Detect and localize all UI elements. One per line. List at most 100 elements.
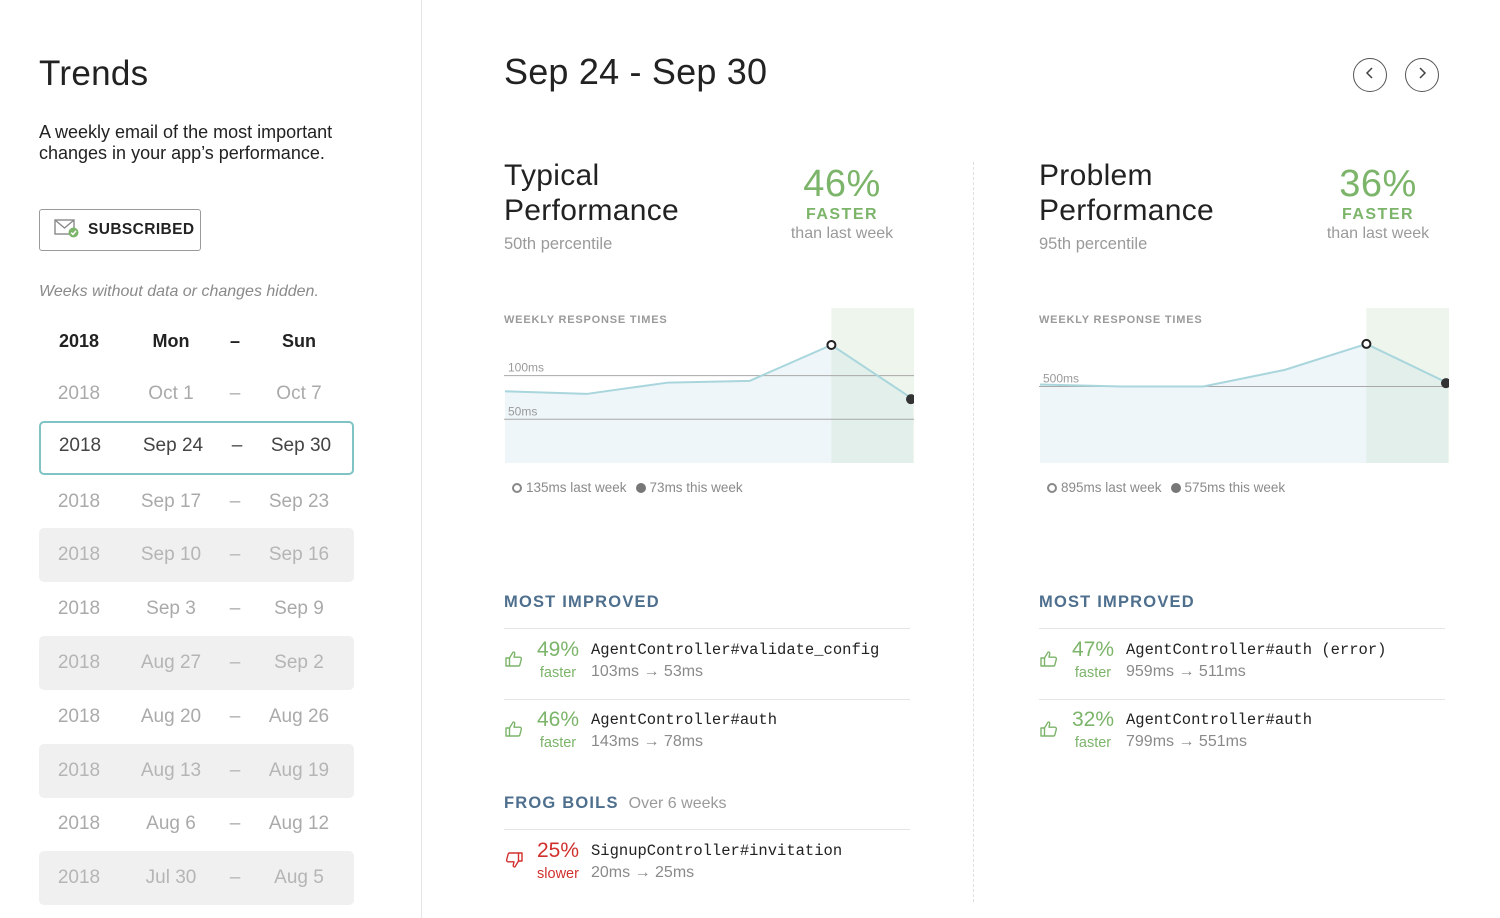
chart-gridline-label: 500ms <box>1043 372 1079 386</box>
endpoint-times: 799ms → 551ms <box>1126 733 1247 750</box>
week-dash: – <box>229 383 241 404</box>
problem-stat: 36% FASTER than last week <box>1310 162 1446 243</box>
week-end: Sep 30 <box>270 434 332 456</box>
week-end: Aug 26 <box>268 705 330 727</box>
problem-direction: FASTER <box>1341 206 1415 223</box>
week-start: Aug 13 <box>140 759 202 781</box>
typical-stat: 46% FASTER than last week <box>774 162 910 243</box>
problem-response-chart: 500ms <box>1039 308 1449 463</box>
week-dash: – <box>229 652 241 673</box>
last-week-marker-icon <box>1047 482 1057 493</box>
typical-direction: FASTER <box>805 206 879 223</box>
item-percent: 47% <box>1071 638 1115 661</box>
week-dash: – <box>229 598 241 620</box>
typical-legend: 135ms last week 73ms this week <box>512 480 743 495</box>
sidebar: Trends A weekly email of the most import… <box>0 0 422 918</box>
header-mon: Mon <box>152 330 190 351</box>
problem-legend: 895ms last week 575ms this week <box>1047 480 1285 495</box>
week-dash: – <box>229 490 241 512</box>
page-title: Sep 24 - Sep 30 <box>504 51 768 92</box>
week-row[interactable]: 2018 Aug 27 – Sep 2 <box>39 636 354 690</box>
item-percent: 49% <box>536 638 580 661</box>
week-row[interactable]: 2018 Sep 17 – Sep 23 <box>39 475 354 529</box>
divider <box>504 829 910 830</box>
week-end: Aug 19 <box>268 759 330 781</box>
typical-than: than last week <box>790 225 894 242</box>
next-week-button[interactable] <box>1405 58 1439 92</box>
thumbs-up-icon <box>1039 719 1059 739</box>
sidebar-title: Trends <box>39 54 149 93</box>
week-row[interactable]: 2018 Aug 20 – Aug 26 <box>39 690 354 744</box>
week-row[interactable]: 2018 Sep 3 – Sep 9 <box>39 582 354 636</box>
endpoint-name: AgentController#auth <box>1126 711 1313 729</box>
last-week-marker-icon <box>512 482 522 493</box>
frog-boil-item[interactable]: 25% slower SignupController#invitation 20ms… <box>504 830 910 900</box>
frog-boils-subtitle: Over 6 weeks <box>628 795 727 812</box>
week-start: Aug 6 <box>146 813 196 835</box>
week-dash: – <box>231 434 243 456</box>
problem-legend-last: 895ms last week <box>1061 480 1162 495</box>
endpoint-times: 20ms → 25ms <box>591 864 695 881</box>
typical-response-chart: 100ms 50ms <box>504 308 914 463</box>
week-year: 2018 <box>57 652 101 673</box>
subscribed-label: SUBSCRIBED <box>88 221 195 238</box>
week-year: 2018 <box>57 490 101 512</box>
header-sun: Sun <box>282 330 316 351</box>
week-start: Jul 30 <box>145 867 197 889</box>
header-dash: – <box>229 330 240 351</box>
chart-gridline-label: 50ms <box>508 404 537 418</box>
week-year: 2018 <box>57 867 101 889</box>
typical-pct: 46% <box>803 163 881 205</box>
week-end: Aug 12 <box>268 813 330 835</box>
week-end: Sep 23 <box>268 490 330 512</box>
improved-item[interactable]: 46% faster AgentController#auth 143ms → 78m… <box>504 699 910 769</box>
week-row[interactable]: 2018 Sep 24 – Sep 30 <box>39 420 354 475</box>
chart-point-last-week <box>1361 338 1372 349</box>
week-start: Sep 24 <box>142 434 204 456</box>
chart-gridline-label: 100ms <box>508 361 544 375</box>
week-row[interactable]: 2018 Oct 1 – Oct 7 <box>39 367 354 421</box>
chart-series-line <box>1039 342 1449 388</box>
typical-title-line2: Performance <box>504 194 680 227</box>
divider <box>1039 699 1445 700</box>
item-direction: faster <box>1074 665 1112 681</box>
typical-legend-this: 73ms this week <box>649 480 743 495</box>
week-start: Sep 3 <box>146 598 196 620</box>
this-week-marker-icon <box>635 482 646 493</box>
this-week-marker-icon <box>1170 482 1181 493</box>
week-table-header: 2018 Mon – Sun <box>39 324 354 358</box>
chart-series-line <box>504 343 914 401</box>
item-percent: 25% <box>536 839 580 862</box>
improved-item[interactable]: 32% faster AgentController#auth 799ms → 551… <box>1039 699 1445 769</box>
chart-area-fill <box>505 344 913 463</box>
problem-title-line1: Problem <box>1039 159 1153 192</box>
previous-week-button[interactable] <box>1353 58 1387 92</box>
week-row[interactable]: 2018 Sep 10 – Sep 16 <box>39 528 354 583</box>
week-year: 2018 <box>57 598 101 620</box>
panel-divider <box>973 162 974 902</box>
mail-check-icon <box>54 218 80 243</box>
week-dash: – <box>229 705 241 727</box>
item-direction: faster <box>539 665 577 681</box>
week-start: Sep 17 <box>140 490 202 512</box>
item-direction: slower <box>537 866 579 882</box>
frog-boils-title: FROG BOILS <box>504 794 619 812</box>
header-year: 2018 <box>58 330 100 351</box>
thumbs-up-icon <box>504 649 524 669</box>
problem-title: Problem Performance <box>1039 158 1214 228</box>
improved-item[interactable]: 49% faster AgentController#validate_config… <box>504 629 910 699</box>
subscribed-button[interactable]: SUBSCRIBED <box>39 209 201 251</box>
endpoint-times: 959ms → 511ms <box>1126 663 1246 680</box>
endpoint-name: AgentController#auth (error) <box>1126 641 1387 659</box>
week-end: Sep 2 <box>274 652 324 673</box>
endpoint-name: AgentController#validate_config <box>591 641 880 659</box>
typical-most-improved-heading: MOST IMPROVED <box>504 593 660 611</box>
week-year: 2018 <box>57 544 101 566</box>
week-row[interactable]: 2018 Aug 6 – Aug 12 <box>39 797 354 851</box>
week-row[interactable]: 2018 Aug 13 – Aug 19 <box>39 743 354 798</box>
week-row[interactable]: 2018 Jul 30 – Aug 5 <box>39 851 354 906</box>
improved-item[interactable]: 47% faster AgentController#auth (error) 959… <box>1039 629 1445 699</box>
item-percent: 46% <box>536 708 580 731</box>
endpoint-times: 103ms → 53ms <box>591 663 704 680</box>
frog-boils-heading: FROG BOILS Over 6 weeks <box>504 794 726 813</box>
